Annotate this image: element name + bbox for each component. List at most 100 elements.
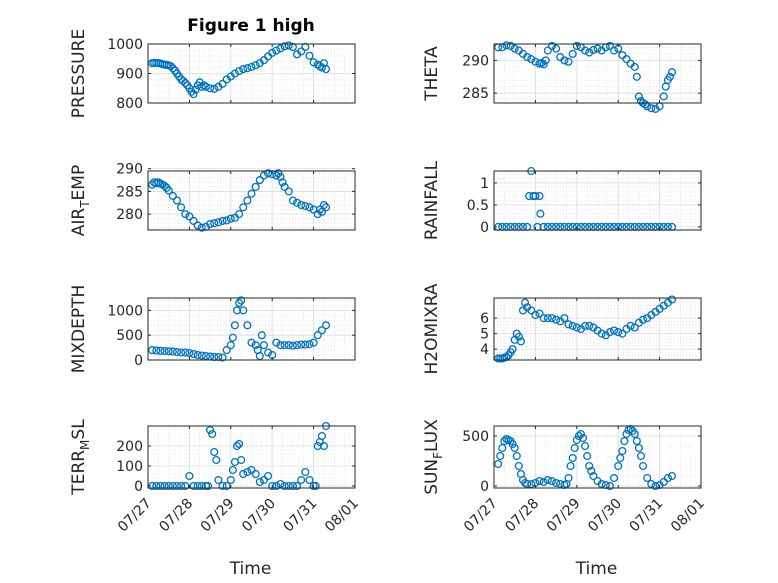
data-point (593, 44, 602, 53)
data-point (319, 200, 329, 210)
data-point (168, 64, 177, 73)
data-point (181, 78, 190, 87)
data-point (313, 331, 322, 340)
data-point (187, 87, 196, 96)
data-point (230, 69, 239, 78)
data-point (297, 340, 306, 349)
data-point (243, 196, 252, 205)
data-point (214, 475, 223, 485)
data-point (309, 338, 318, 347)
data-point (222, 346, 231, 355)
data-point (172, 348, 182, 357)
data-point (543, 46, 552, 55)
data-point (539, 314, 548, 323)
data-point (148, 346, 157, 355)
data-point (512, 451, 521, 461)
data-point (527, 55, 536, 64)
data-point (218, 481, 227, 491)
data-point (301, 201, 310, 210)
data-point (177, 348, 186, 357)
data-point (177, 203, 186, 212)
data-point (641, 100, 650, 109)
y-tick-label: 6 (480, 311, 489, 327)
data-point (278, 178, 287, 187)
data-point (251, 182, 260, 191)
data-point (239, 469, 248, 479)
axes-box (147, 297, 356, 361)
data-point (197, 223, 206, 232)
data-point (581, 321, 590, 330)
data-point (616, 453, 625, 463)
y-axis-label: PRESSURE (69, 29, 89, 118)
data-point (259, 475, 268, 485)
data-point (284, 187, 293, 196)
data-point (218, 216, 227, 225)
data-point (276, 44, 285, 53)
data-point (647, 104, 656, 113)
axes-box (493, 297, 702, 361)
data-point (164, 481, 173, 491)
data-point (618, 446, 627, 456)
data-point (197, 82, 206, 91)
data-point (292, 341, 302, 350)
y-tick-label: 100 (116, 459, 143, 475)
y-axis-label: H2OMIXRA (422, 283, 442, 374)
data-point (321, 203, 331, 212)
data-point (514, 332, 523, 341)
data-point (643, 473, 652, 483)
data-point (570, 443, 579, 453)
data-point (572, 323, 581, 332)
data-point (243, 467, 252, 477)
data-point (297, 200, 306, 210)
data-point (280, 42, 289, 51)
y-tick-label: 0.5 (467, 198, 489, 214)
data-point (247, 465, 256, 475)
data-point (264, 348, 273, 357)
data-point (317, 326, 326, 335)
data-point (259, 341, 268, 350)
data-point (210, 219, 219, 228)
data-point (208, 429, 217, 439)
data-point (568, 321, 577, 330)
data-point (564, 57, 573, 66)
data-point (605, 41, 614, 51)
plot-area (148, 171, 355, 230)
data-point (222, 216, 231, 225)
data-point (193, 350, 202, 360)
data-point (232, 441, 242, 451)
data-point (610, 326, 619, 335)
data-point (160, 181, 169, 191)
data-point (535, 476, 544, 486)
data-point (214, 218, 223, 227)
data-point (235, 439, 244, 449)
y-axis-label: TERRMSL (69, 419, 92, 496)
data-point (247, 62, 256, 72)
data-point (585, 321, 594, 330)
data-point (585, 48, 594, 57)
data-point (572, 41, 581, 51)
data-point (255, 351, 264, 361)
data-point (235, 67, 244, 76)
x-axis-label: Time (575, 559, 618, 579)
data-point (237, 296, 246, 305)
y-tick-label: 5 (480, 327, 489, 343)
data-point (172, 196, 182, 205)
data-series (494, 295, 677, 363)
data-point (292, 481, 302, 491)
axes-1: 800 900 1000 PRESSURE (69, 29, 356, 118)
data-point (321, 321, 331, 330)
data-point (630, 429, 639, 439)
axes-6: 456 H2OMIXRA (422, 283, 702, 375)
data-point (647, 479, 656, 489)
data-point (321, 65, 331, 74)
data-point (272, 46, 281, 55)
data-point (181, 481, 190, 491)
data-point (547, 41, 557, 51)
data-point (514, 461, 523, 471)
data-point (560, 56, 569, 65)
axes-box (147, 425, 356, 489)
data-point (597, 329, 606, 338)
data-point (218, 79, 227, 88)
data-point (543, 475, 552, 485)
data-point (622, 429, 631, 439)
